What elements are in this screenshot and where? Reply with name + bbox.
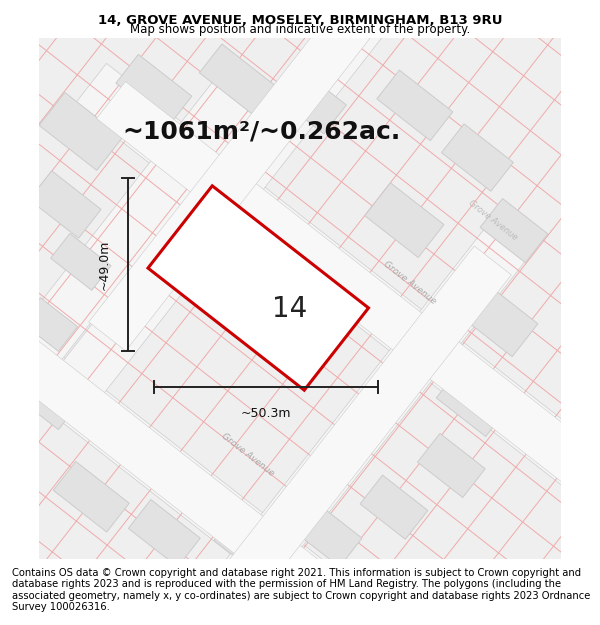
Text: 14, GROVE AVENUE, MOSELEY, BIRMINGHAM, B13 9RU: 14, GROVE AVENUE, MOSELEY, BIRMINGHAM, B… (98, 14, 502, 26)
Text: ~50.3m: ~50.3m (241, 407, 292, 420)
Polygon shape (22, 298, 77, 351)
Text: Grove Avenue: Grove Avenue (220, 432, 276, 478)
Polygon shape (53, 461, 129, 532)
Polygon shape (0, 266, 353, 624)
Polygon shape (97, 81, 600, 536)
Polygon shape (116, 54, 192, 125)
Polygon shape (480, 199, 548, 262)
Text: Map shows position and indicative extent of the property.: Map shows position and indicative extent… (130, 24, 470, 36)
Polygon shape (128, 499, 200, 567)
Text: Grove Avenue: Grove Avenue (382, 259, 437, 306)
Polygon shape (442, 124, 514, 191)
Polygon shape (290, 499, 362, 567)
Polygon shape (0, 66, 266, 427)
Polygon shape (39, 92, 122, 171)
Polygon shape (89, 246, 511, 625)
Polygon shape (365, 183, 444, 258)
Polygon shape (55, 0, 545, 404)
Polygon shape (275, 66, 346, 134)
Polygon shape (214, 512, 281, 576)
Text: 14: 14 (272, 295, 307, 323)
Polygon shape (29, 171, 101, 238)
Polygon shape (50, 234, 111, 290)
Polygon shape (55, 203, 545, 625)
Polygon shape (436, 369, 508, 436)
Polygon shape (89, 0, 511, 351)
Polygon shape (22, 376, 77, 429)
Polygon shape (74, 63, 600, 554)
Text: ~49.0m: ~49.0m (98, 239, 111, 290)
Polygon shape (199, 44, 275, 114)
Polygon shape (0, 199, 437, 625)
Polygon shape (418, 433, 485, 498)
Text: Grove Avenue: Grove Avenue (467, 198, 519, 242)
Text: Contains OS data © Crown copyright and database right 2021. This information is : Contains OS data © Crown copyright and d… (12, 568, 590, 612)
Polygon shape (360, 475, 428, 539)
Text: ~1061m²/~0.262ac.: ~1061m²/~0.262ac. (122, 119, 401, 143)
Polygon shape (377, 70, 453, 141)
Polygon shape (148, 186, 368, 390)
Polygon shape (459, 282, 538, 357)
